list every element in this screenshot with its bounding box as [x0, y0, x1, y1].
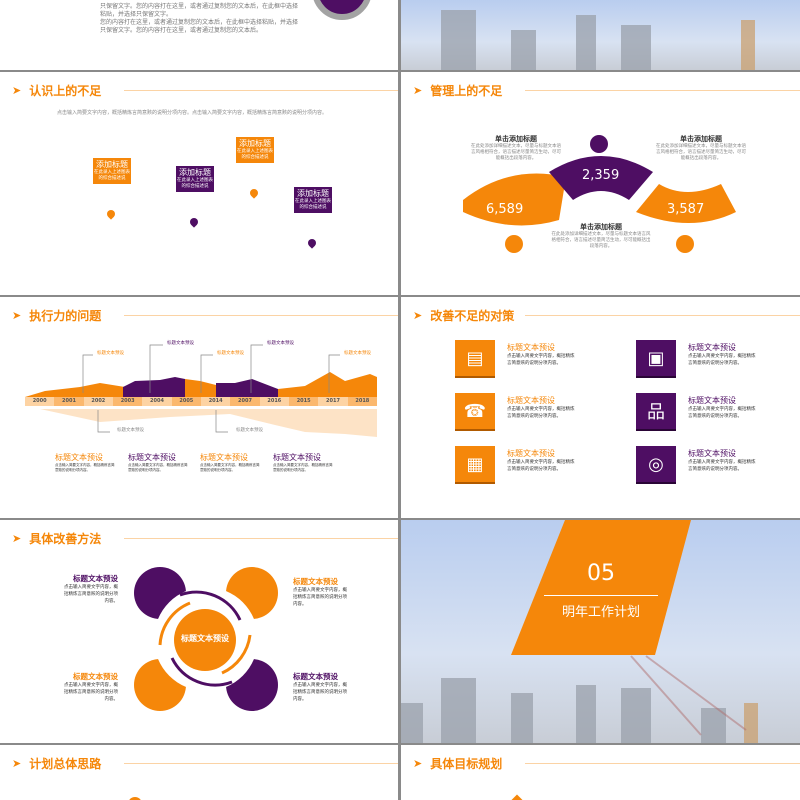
- body-text-line: 粘贴，并选择只保留文字。: [100, 11, 173, 18]
- slide-title: 改善不足的对策: [430, 309, 515, 323]
- column: 标题文本预设 点击输入简要文字内容，概括精炼言简意赅的说明分项内容。: [55, 453, 115, 472]
- crane-graphic: [630, 655, 747, 736]
- column: 标题文本预设 点击输入简要文字内容，概括精炼言简意赅的说明分项内容。: [200, 453, 260, 472]
- year-label: 2004: [142, 397, 172, 406]
- calendar-icon: ▦: [455, 446, 495, 484]
- slide-execution[interactable]: ➤ 执行力的问题 2000 2001 2002 2003 2004 2005 2014 2007…: [0, 297, 398, 518]
- year-labels: 2000 2001 2002 2003 2004 2005 2014 2007 2016 2015…: [25, 397, 377, 406]
- tag-card: 添加标题 在此录入上述图表的综合描述说: [176, 166, 214, 192]
- item-heading: 单击添加标题: [580, 223, 622, 231]
- arrow-icon: ➤: [12, 84, 22, 97]
- slide-plan[interactable]: ➤ 计划总体思路: [0, 745, 398, 800]
- document-icon: [590, 135, 608, 153]
- year-label: 2001: [54, 397, 84, 406]
- slide-recognition[interactable]: ➤ 认识上的不足 点击输入简要文字内容，概括精炼言简意赅的说明分项内容。点击输入简…: [0, 72, 398, 295]
- slide-title: 计划总体思路: [29, 757, 102, 771]
- year-label: 2017: [318, 397, 348, 406]
- arrow-icon: ➤: [413, 309, 423, 322]
- item-heading: 单击添加标题: [680, 135, 722, 143]
- column: 标题文本预设 点击输入简要文字内容，概括精炼言简意赅的说明分项内容。: [273, 453, 333, 472]
- arc-segment-right: [636, 184, 736, 223]
- year-label: 2007: [230, 397, 260, 406]
- center-label: 标题文本预设: [181, 634, 229, 643]
- tag-card: 添加标题 在此录入上述图表的综合描述说: [294, 187, 332, 213]
- phone-icon: ☎: [455, 393, 495, 431]
- cycle-diagram: [134, 567, 278, 711]
- arc-chart: [463, 135, 736, 253]
- callout-label: 标题文本预设: [117, 428, 144, 433]
- callout-label: 标题文本预设: [236, 428, 263, 433]
- slide-management[interactable]: ➤ 管理上的不足 单击添加标题 在此处添加详细描述文本，尽量与标题文本语言风格相符…: [401, 72, 800, 295]
- tag-card: 添加标题 在此录入上述图表的综合描述说: [236, 137, 274, 163]
- slide-section-05[interactable]: 05 明年工作计划: [401, 520, 800, 743]
- body-text-line: 您的内容打在这里，或者通过复制您的文本后，在此框中选择粘贴，并选择: [100, 19, 299, 26]
- year-label: 2000: [25, 397, 55, 406]
- item-body: 在此处添加详细描述文本，尽量与标题文本语言风格相符合，语言描述尽量简洁生动，尽可…: [471, 144, 561, 161]
- slide-measures[interactable]: ➤ 改善不足的对策 ▤ ▣ ☎ 品 ▦ ◎ 标题文本预设 点击输入简要文字内容，概括…: [401, 297, 800, 518]
- location-pin-icon: [248, 187, 260, 199]
- slide-title: 认识上的不足: [29, 84, 102, 98]
- briefcase-icon: [676, 235, 694, 253]
- location-pin-icon: [306, 237, 318, 249]
- callout-label: 标题文本预设: [97, 351, 124, 356]
- year-label: 2016: [259, 397, 289, 406]
- arrow-icon: ➤: [12, 532, 22, 545]
- intro-text: 点击输入简要文字内容，概括精炼言简意赅的说明分项内容。点击输入简要文字内容，概括…: [57, 110, 328, 116]
- year-label: 2014: [201, 397, 231, 406]
- location-pin-icon: [188, 216, 200, 228]
- section-number: 05: [587, 561, 615, 586]
- org-chart-icon: 品: [636, 393, 676, 431]
- arc-segment-left: [463, 173, 566, 226]
- slide-goals[interactable]: ➤ 具体目标规划: [401, 745, 800, 800]
- slide-city-partial[interactable]: [401, 0, 800, 70]
- year-label: 2002: [83, 397, 113, 406]
- slide-title: 具体改善方法: [29, 532, 102, 546]
- arrow-icon: ➤: [12, 757, 22, 770]
- clipboard-glasses-icon: ▣: [636, 340, 676, 378]
- callout-label: 标题文本预设: [344, 351, 371, 356]
- arrow-icon: ➤: [12, 309, 22, 322]
- documents-icon: ▤: [455, 340, 495, 378]
- target-icon: ◎: [636, 446, 676, 484]
- location-pin-icon: [105, 208, 117, 220]
- year-label: 2003: [113, 397, 143, 406]
- column: 标题文本预设 点击输入简要文字内容，概括精炼言简意赅的说明分项内容。: [128, 453, 188, 472]
- arrow-icon: ➤: [413, 84, 423, 97]
- slide-title: 执行力的问题: [29, 309, 102, 323]
- circle-graphic: [312, 0, 372, 20]
- arc-segment-center: [549, 156, 653, 200]
- year-label: 2018: [347, 397, 377, 406]
- value-center: 2,359: [582, 168, 620, 183]
- slide-title: 具体目标规划: [430, 757, 503, 771]
- year-label: 2015: [289, 397, 319, 406]
- value-left: 6,589: [486, 202, 524, 217]
- slide-text-partial[interactable]: 只保留文字。您的内容打在这里，或者通过复制您的文本后，在此框中选择 粘贴，并选择…: [0, 0, 398, 70]
- value-right: 3,587: [667, 202, 705, 217]
- slide-methods[interactable]: ➤ 具体改善方法 标题文本预设 标题文本预设 点击输入简要文字内容，概括精炼言简意赅…: [0, 520, 398, 743]
- slide-title: 管理上的不足: [430, 84, 503, 98]
- callout-label: 标题文本预设: [167, 341, 194, 346]
- item-body: 在此处添加详细描述文本，尽量与标题文本语言风格相符合，语言描述尽量简洁生动，尽可…: [656, 144, 746, 161]
- callout-label: 标题文本预设: [267, 341, 294, 346]
- section-title: 明年工作计划: [561, 605, 640, 620]
- tag-card: 添加标题 在此录入上述图表的综合描述说: [93, 158, 131, 184]
- callout-label: 标题文本预设: [217, 351, 244, 356]
- year-label: 2005: [171, 397, 201, 406]
- body-text-line: 只保留文字。您的内容打在这里，或者通过复制您的文本后，在此框中选择: [100, 3, 299, 10]
- item-heading: 单击添加标题: [495, 135, 537, 143]
- arrow-icon: ➤: [413, 757, 423, 770]
- clipboard-icon: [505, 235, 523, 253]
- body-text-line: 只保留文字。您的内容打在这里，或者通过复制您的文本后。: [100, 27, 263, 34]
- item-body: 在此处添加详细描述文本，尽量与标题文本语言风格相符合，语言描述尽量简洁生动，尽可…: [551, 232, 651, 249]
- timeline-area-chart: [25, 344, 377, 437]
